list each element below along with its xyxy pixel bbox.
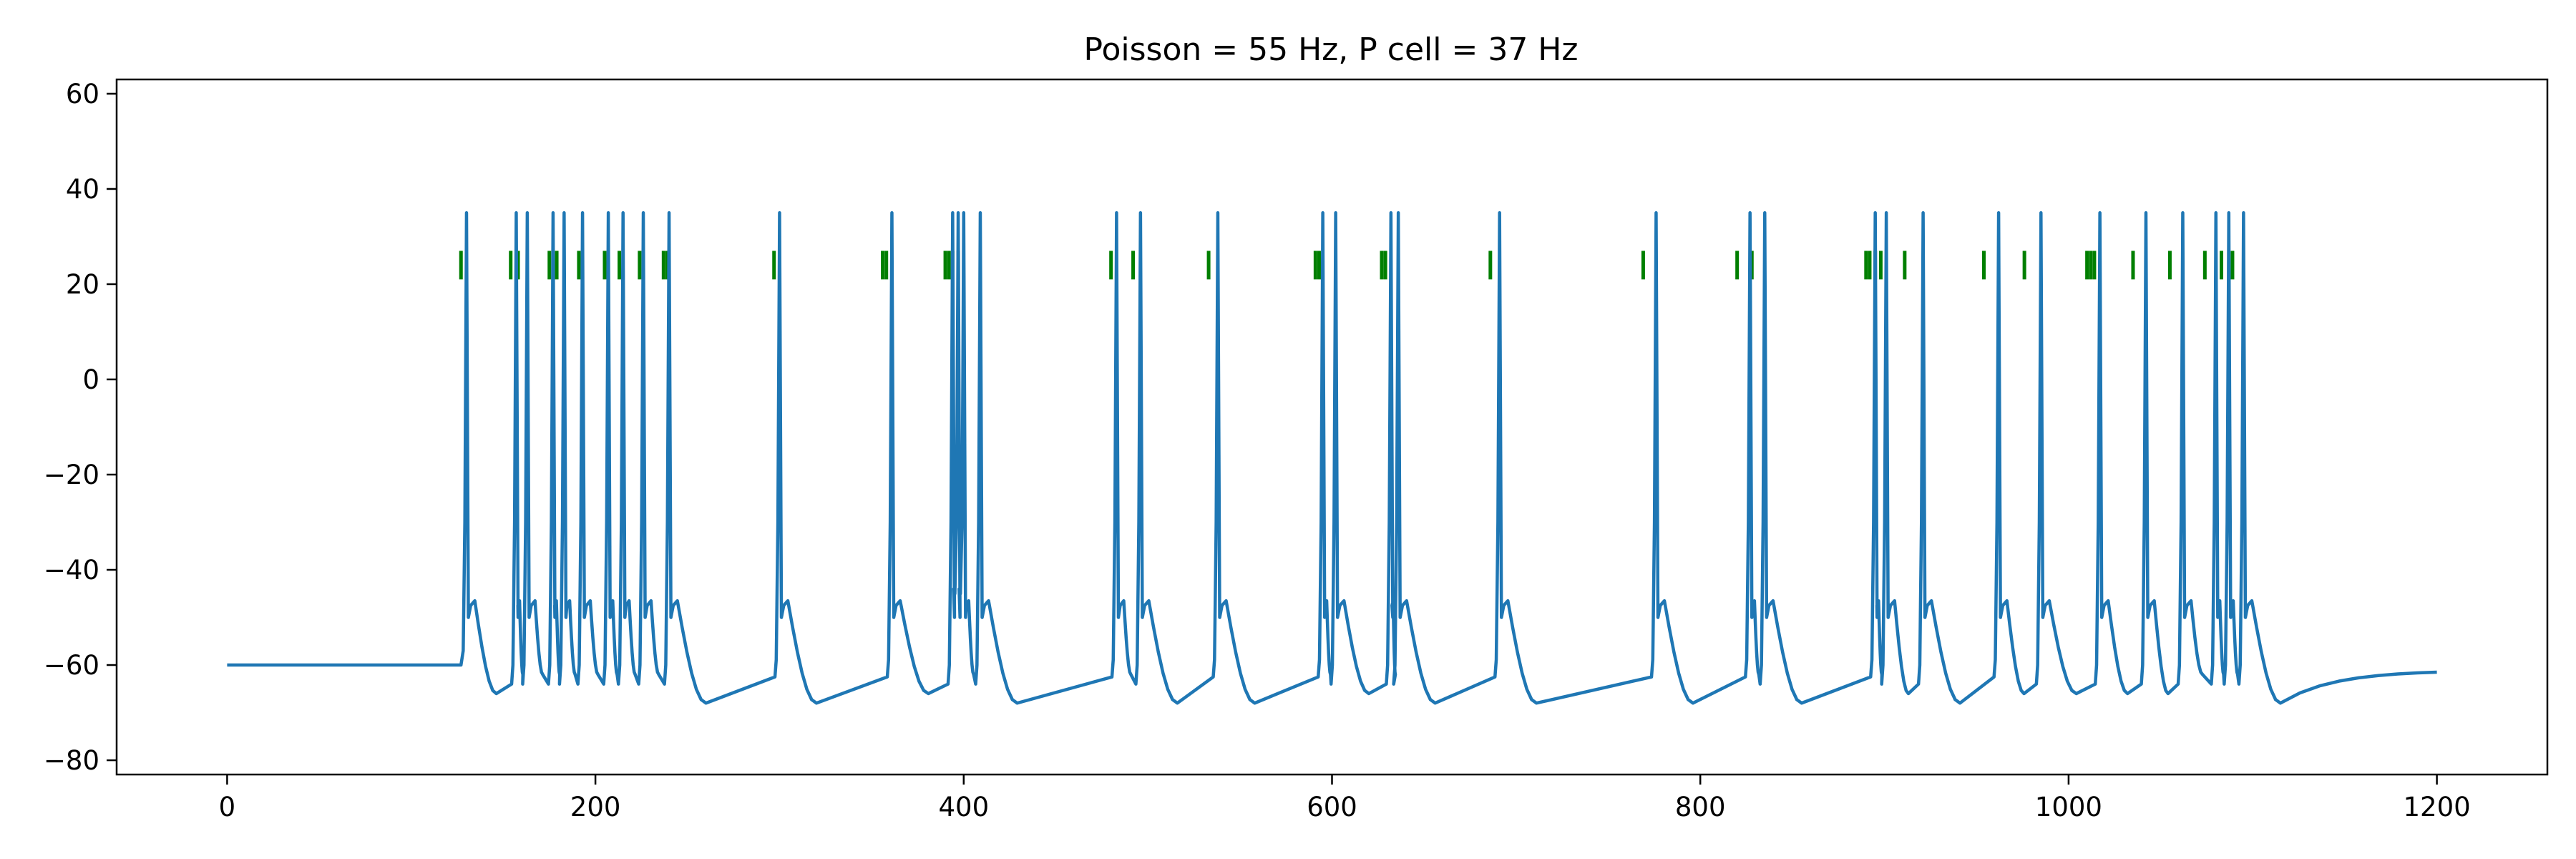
y-tick-label: 0: [82, 364, 99, 395]
plot-area: [227, 210, 2437, 705]
y-tick-label: −60: [44, 650, 99, 681]
axes-frame: [115, 78, 2549, 776]
x-tick-label: 800: [1675, 792, 1726, 822]
y-tick-label: −20: [44, 460, 99, 490]
y-tick-label: −80: [44, 745, 99, 776]
x-axis: 0 200 400 600 800 1000 1200: [219, 775, 2471, 822]
chart-title: Poisson = 55 Hz, P cell = 37 Hz: [1084, 31, 1579, 68]
x-tick-label: 400: [938, 792, 989, 822]
x-tick-label: 1200: [2404, 792, 2471, 822]
y-tick-label: −40: [44, 555, 99, 586]
input-spike-raster: [459, 251, 2235, 280]
y-tick-label: 20: [66, 269, 99, 300]
x-tick-label: 600: [1307, 792, 1357, 822]
y-axis: −80 −60 −40 −20 0 20 40 60: [44, 79, 117, 776]
x-tick-label: 200: [570, 792, 621, 822]
y-tick-label: 60: [66, 79, 99, 110]
y-tick-label: 40: [66, 174, 99, 205]
x-tick-label: 0: [219, 792, 236, 822]
x-tick-label: 1000: [2035, 792, 2102, 822]
membrane-potential-trace: [227, 210, 2437, 705]
